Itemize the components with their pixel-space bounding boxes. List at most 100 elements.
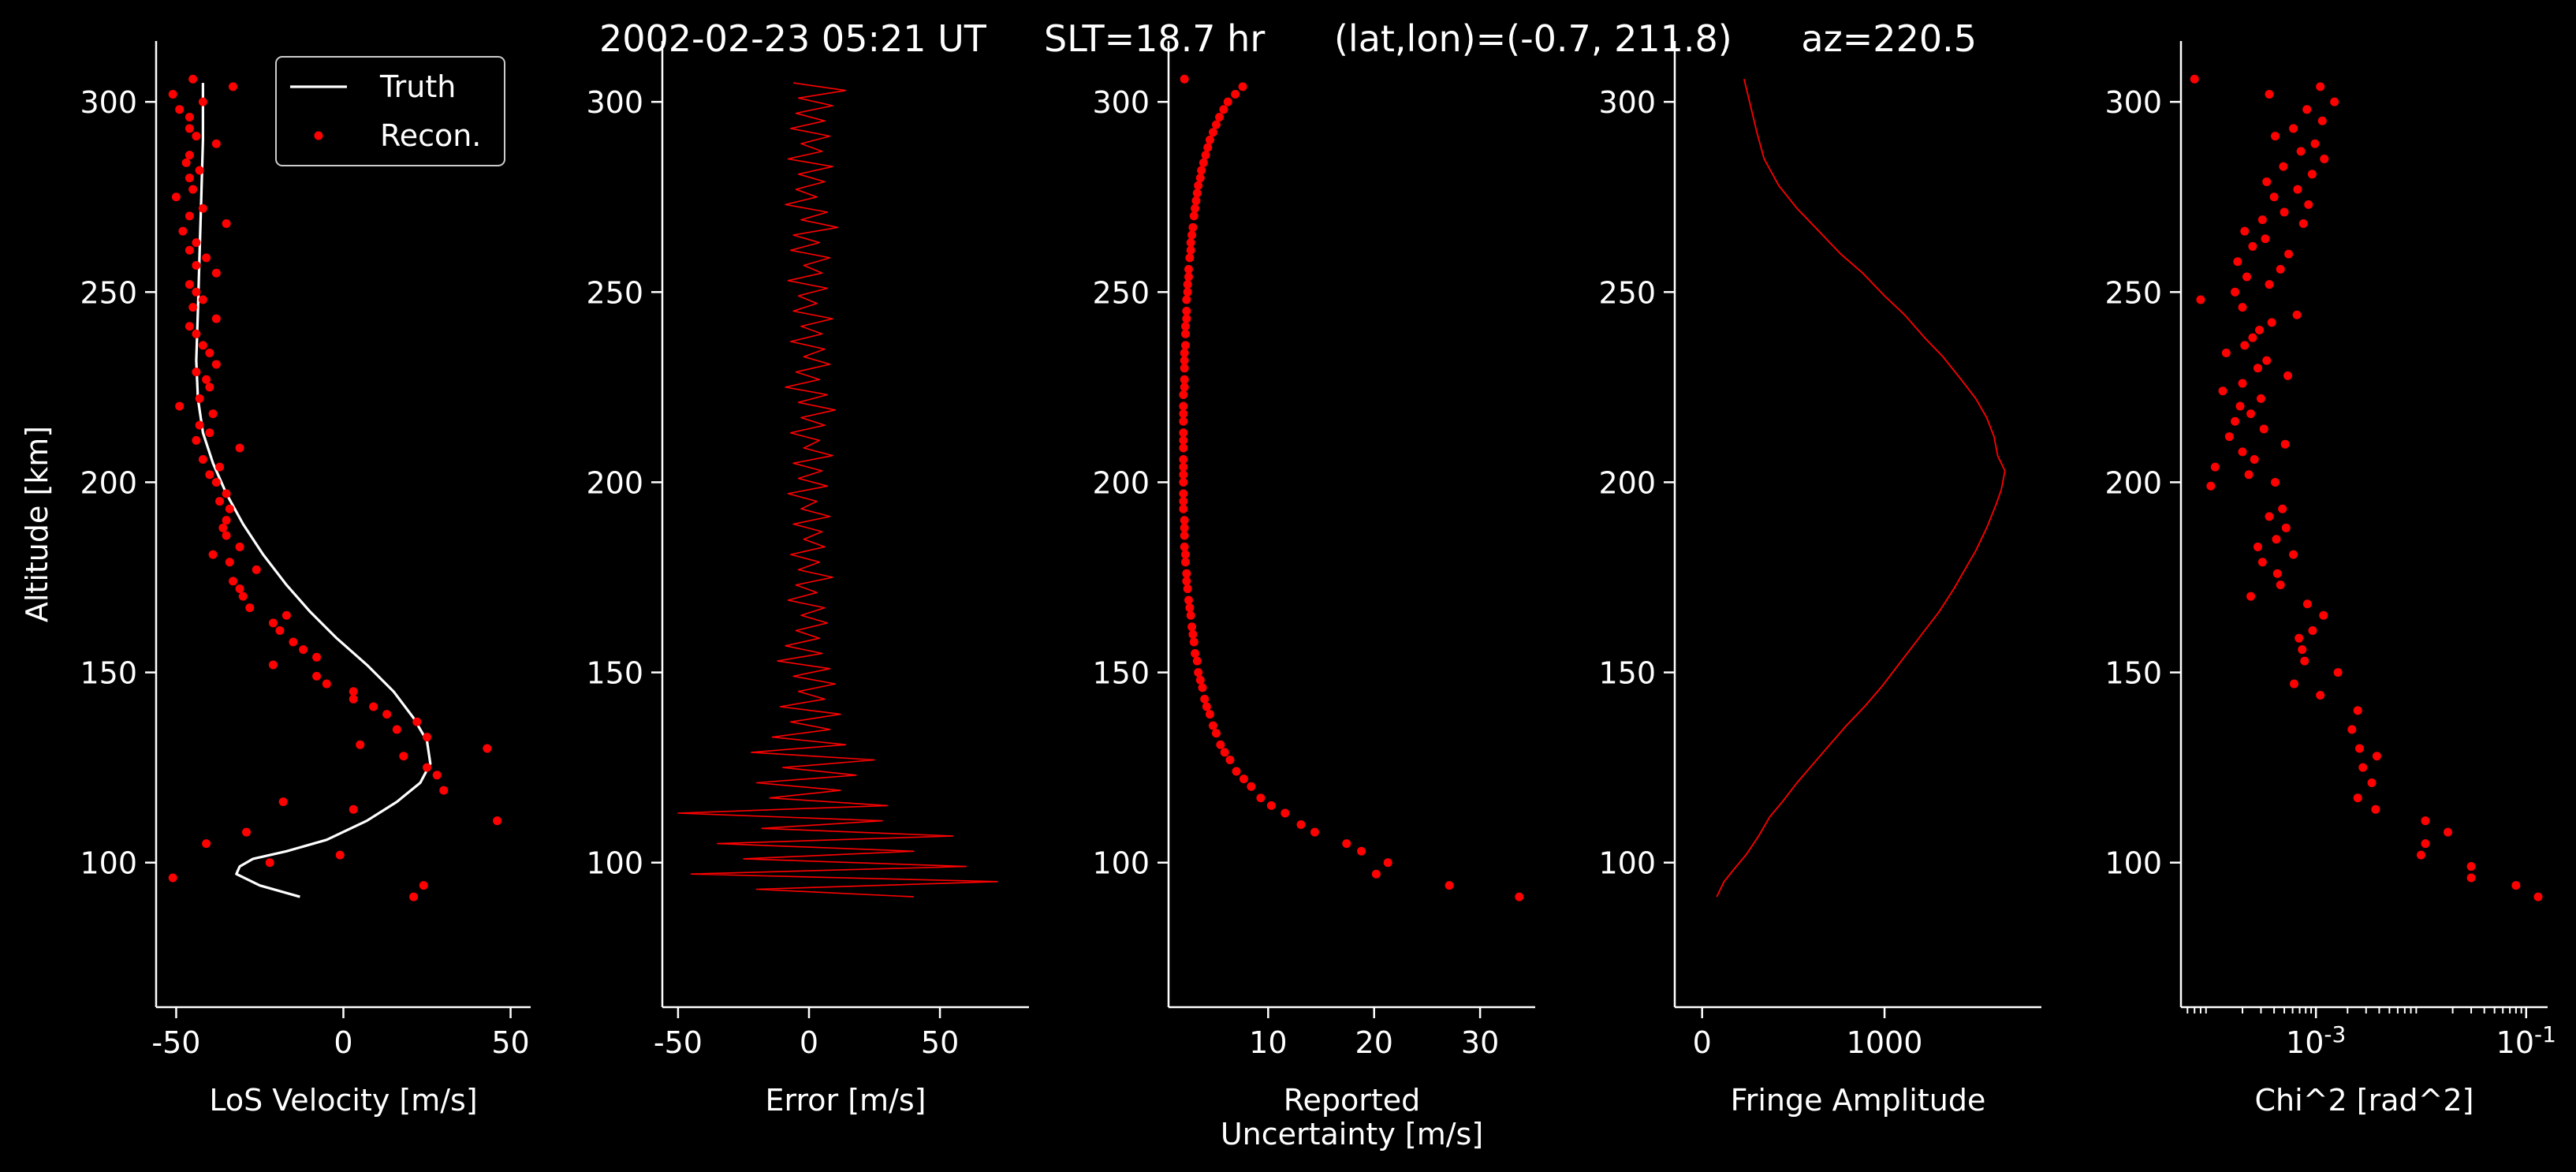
y-tick-label: 100 <box>586 846 643 881</box>
data-point <box>1179 401 1188 411</box>
data-point <box>222 489 231 498</box>
data-point <box>195 420 204 430</box>
data-point <box>1201 151 1210 160</box>
data-point <box>1281 808 1290 818</box>
data-point <box>2466 862 2476 872</box>
data-point <box>198 295 207 304</box>
x-tick-label: 0 <box>334 1025 352 1060</box>
data-point <box>2316 691 2325 700</box>
data-point <box>2259 424 2268 434</box>
data-point <box>2238 447 2247 457</box>
data-point <box>369 702 378 711</box>
data-point <box>1247 782 1256 791</box>
data-point <box>202 375 211 384</box>
data-point <box>1186 238 1195 248</box>
data-point <box>1180 383 1189 392</box>
data-point <box>168 873 177 883</box>
data-point <box>1192 656 1202 666</box>
data-point <box>335 850 345 860</box>
data-point <box>1182 306 1191 315</box>
data-point <box>2289 124 2298 133</box>
data-point <box>2190 74 2199 84</box>
data-point <box>205 470 214 480</box>
data-point <box>1195 675 1205 685</box>
data-point <box>2416 850 2425 860</box>
data-point <box>205 428 214 438</box>
data-point <box>265 858 274 868</box>
data-point <box>2231 287 2240 297</box>
data-point <box>198 203 207 213</box>
data-point <box>1188 222 1198 232</box>
data-point <box>2265 280 2274 289</box>
data-point <box>168 90 177 99</box>
data-point <box>185 245 194 255</box>
data-point <box>1238 82 1247 91</box>
data-point <box>2276 264 2285 274</box>
data-point <box>1220 748 1229 757</box>
data-point <box>2257 558 2267 567</box>
y-tick-label: 300 <box>1598 85 1656 120</box>
data-point <box>1195 174 1205 183</box>
data-point <box>1179 497 1188 506</box>
data-point <box>1181 558 1191 567</box>
data-point <box>1185 603 1195 613</box>
data-point <box>483 744 492 753</box>
data-point <box>185 174 194 183</box>
data-point <box>1183 280 1192 289</box>
x-axis-label: Chi^2 [rad^2] <box>2255 1083 2474 1118</box>
y-tick-label: 100 <box>2104 846 2162 881</box>
data-point <box>1187 622 1197 632</box>
data-point <box>2272 535 2281 544</box>
data-point <box>2248 333 2257 342</box>
legend-truth-label: Truth <box>379 69 456 104</box>
data-point <box>2298 218 2308 228</box>
data-point <box>1216 740 1225 749</box>
data-point <box>1197 166 1206 175</box>
data-point <box>1215 112 1225 121</box>
data-point <box>211 268 221 278</box>
data-point <box>2307 170 2317 179</box>
data-point <box>188 185 198 194</box>
data-point <box>2310 139 2320 148</box>
data-point <box>349 694 358 704</box>
data-point <box>2238 303 2247 312</box>
data-point <box>1357 846 1366 856</box>
legend-recon-swatch <box>314 131 323 140</box>
x-tick-label: 50 <box>491 1025 529 1060</box>
x-tick-label: -50 <box>654 1025 703 1060</box>
data-point <box>419 881 428 890</box>
data-point <box>2210 462 2220 472</box>
data-point <box>2320 155 2329 164</box>
data-point <box>1181 329 1191 338</box>
x-axis-label: Uncertainty [m/s] <box>1221 1117 1483 1151</box>
data-point <box>2278 504 2287 513</box>
data-point <box>1180 375 1189 384</box>
data-point <box>1371 869 1381 879</box>
data-point <box>268 618 278 628</box>
data-point <box>1199 158 1208 167</box>
data-point <box>1188 629 1198 639</box>
y-tick-label: 100 <box>1598 846 1656 881</box>
data-point <box>2444 827 2453 837</box>
data-point <box>1205 135 1214 144</box>
data-point <box>1186 245 1195 255</box>
legend-box <box>275 56 505 166</box>
y-tick-label: 200 <box>1598 465 1656 500</box>
data-point <box>1189 637 1199 647</box>
data-point <box>2265 90 2274 99</box>
data-point <box>2319 610 2328 620</box>
data-point <box>1180 348 1189 357</box>
data-point <box>188 303 198 312</box>
y-tick-label: 250 <box>586 275 643 310</box>
data-point <box>1194 668 1203 677</box>
y-tick-label: 300 <box>1092 85 1150 120</box>
data-point <box>1180 356 1189 365</box>
data-point <box>2317 116 2327 125</box>
data-point <box>1342 839 1351 849</box>
data-point <box>2221 348 2231 357</box>
data-point <box>225 504 234 513</box>
x-tick-label: 10 <box>1249 1025 1287 1060</box>
data-point <box>198 341 207 350</box>
data-point <box>1179 477 1188 487</box>
y-tick-label: 200 <box>586 465 643 500</box>
